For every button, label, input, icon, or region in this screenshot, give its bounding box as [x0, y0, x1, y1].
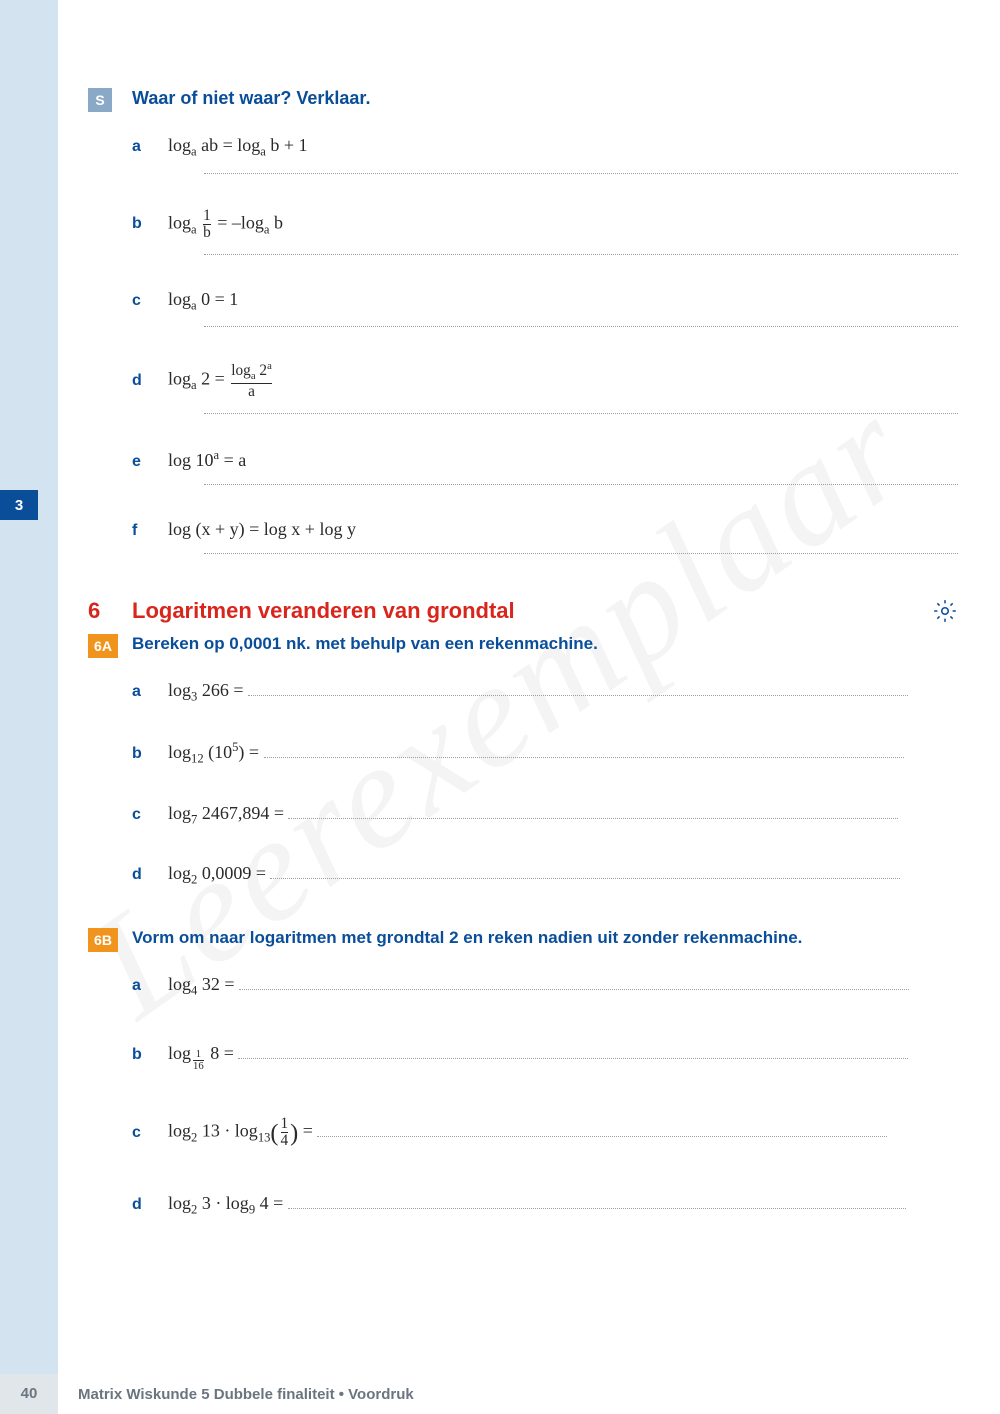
item-letter: d — [132, 866, 168, 884]
item-letter: b — [132, 745, 168, 763]
exercise-6b-title: Vorm om naar logaritmen met grondtal 2 e… — [132, 928, 958, 948]
item-letter: e — [132, 453, 168, 471]
answer-line[interactable] — [248, 686, 908, 696]
list-item: c loga 0 = 1 — [132, 289, 958, 314]
math-expr: log (x + y) = log x + log y — [168, 519, 356, 540]
item-letter: c — [132, 1124, 168, 1142]
math-expr: log2 3 · log9 4 = — [168, 1193, 906, 1218]
item-letter: d — [132, 1196, 168, 1214]
item-letter: c — [132, 292, 168, 310]
list-item: b log116 8 = — [132, 1043, 958, 1072]
page-content: S Waar of niet waar? Verklaar. a loga ab… — [88, 88, 958, 1218]
answer-line[interactable] — [317, 1127, 887, 1137]
item-letter: b — [132, 1046, 168, 1064]
item-letter: a — [132, 138, 168, 156]
page-footer: 40 Matrix Wiskunde 5 Dubbele finaliteit … — [0, 1374, 1000, 1414]
list-item: a loga ab = loga b + 1 — [132, 135, 958, 160]
answer-line[interactable] — [204, 313, 958, 327]
list-item: c log7 2467,894 = — [132, 803, 958, 828]
answer-line[interactable] — [204, 540, 958, 554]
item-letter: f — [132, 522, 168, 540]
page-number: 40 — [0, 1374, 58, 1414]
list-item: d log2 3 · log9 4 = — [132, 1193, 958, 1218]
left-sidebar — [0, 0, 58, 1414]
list-item: e log 10a = a — [132, 448, 958, 471]
exercise-s: S Waar of niet waar? Verklaar. a loga ab… — [88, 88, 958, 554]
answer-line[interactable] — [204, 241, 958, 255]
exercise-6a-title: Bereken op 0,0001 nk. met behulp van een… — [132, 634, 958, 654]
answer-line[interactable] — [288, 809, 898, 819]
math-expr: loga 0 = 1 — [168, 289, 238, 314]
answer-line[interactable] — [288, 1199, 906, 1209]
exercise-6a: 6A Bereken op 0,0001 nk. met behulp van … — [88, 634, 958, 888]
math-expr: log 10a = a — [168, 448, 246, 471]
answer-line[interactable] — [239, 980, 909, 990]
answer-line[interactable] — [204, 400, 958, 414]
list-item: a log4 32 = — [132, 974, 958, 999]
list-item: d log2 0,0009 = — [132, 863, 958, 888]
math-expr: log3 266 = — [168, 680, 908, 705]
list-item: f log (x + y) = log x + log y — [132, 519, 958, 540]
section-number: 6 — [88, 598, 132, 624]
chapter-tab: 3 — [0, 490, 38, 520]
section-6-heading: 6 Logaritmen veranderen van grondtal — [88, 598, 958, 624]
list-item: a log3 266 = — [132, 680, 958, 705]
list-item: b log12 (105) = — [132, 740, 958, 767]
exercise-badge-6a: 6A — [88, 634, 118, 658]
list-item: b loga 1b = –loga b — [132, 208, 958, 241]
answer-line[interactable] — [270, 869, 900, 879]
exercise-badge-6b: 6B — [88, 928, 118, 952]
math-expr: log4 32 = — [168, 974, 909, 999]
list-item: c log2 13 · log13(14) = — [132, 1116, 958, 1149]
item-letter: b — [132, 215, 168, 233]
item-letter: c — [132, 806, 168, 824]
math-expr: loga ab = loga b + 1 — [168, 135, 308, 160]
math-expr: log2 13 · log13(14) = — [168, 1116, 887, 1149]
list-item: d loga 2 = loga 2aa — [132, 361, 958, 399]
item-letter: a — [132, 683, 168, 701]
math-expr: loga 2 = loga 2aa — [168, 361, 274, 399]
gear-icon — [932, 598, 958, 624]
item-letter: a — [132, 977, 168, 995]
math-expr: log12 (105) = — [168, 740, 904, 767]
item-letter: d — [132, 372, 168, 390]
answer-line[interactable] — [204, 160, 958, 174]
answer-line[interactable] — [238, 1049, 908, 1059]
math-expr: log7 2467,894 = — [168, 803, 898, 828]
math-expr: log2 0,0009 = — [168, 863, 900, 888]
footer-text: Matrix Wiskunde 5 Dubbele finaliteit • V… — [58, 1386, 414, 1403]
section-title: Logaritmen veranderen van grondtal — [132, 598, 932, 624]
math-expr: loga 1b = –loga b — [168, 208, 283, 241]
answer-line[interactable] — [204, 471, 958, 485]
exercise-s-title: Waar of niet waar? Verklaar. — [132, 88, 958, 109]
exercise-6b: 6B Vorm om naar logaritmen met grondtal … — [88, 928, 958, 1218]
math-expr: log116 8 = — [168, 1043, 908, 1072]
exercise-badge-s: S — [88, 88, 112, 112]
answer-line[interactable] — [264, 748, 904, 758]
